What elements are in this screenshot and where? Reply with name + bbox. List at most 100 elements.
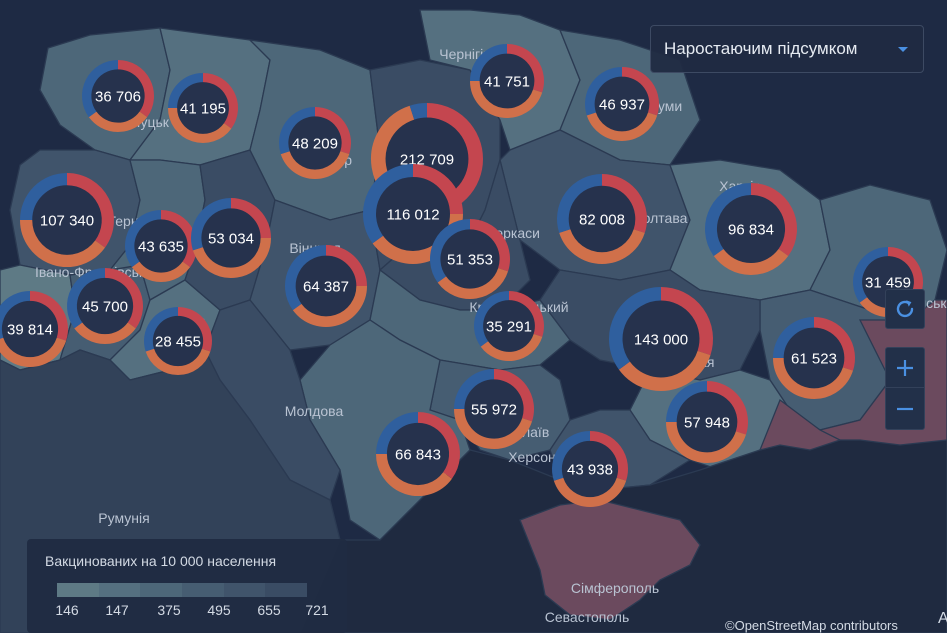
marker-value: 48 209 (292, 136, 338, 153)
marker-ring-segment (813, 317, 855, 371)
region-marker[interactable]: 41 195 (168, 73, 238, 143)
marker-ring-segment (586, 112, 658, 141)
marker-value: 116 012 (386, 207, 439, 224)
place-label: Чернігів (439, 46, 490, 62)
marker-value: 55 972 (471, 402, 517, 419)
zoom-in-button[interactable] (885, 347, 925, 387)
marker-center (1, 300, 59, 358)
marker-value: 39 814 (7, 322, 53, 339)
marker-ring-segment (506, 44, 544, 93)
legend-tick: 495 (207, 602, 231, 618)
marker-ring-segment (470, 80, 543, 118)
region-marker[interactable]: 41 751 (470, 44, 544, 118)
region-marker[interactable]: 61 523 (773, 317, 855, 399)
marker-ring-segment (117, 60, 154, 118)
place-label: Румунія (98, 510, 149, 526)
marker-ring-segment (454, 369, 495, 410)
marker-center (295, 255, 357, 317)
place-label: Херсон (508, 449, 556, 465)
marker-value: 96 834 (728, 222, 774, 239)
marker-ring-segment (0, 291, 31, 339)
legend-color-step (265, 583, 308, 597)
marker-value: 107 340 (40, 213, 94, 230)
marker-ring-segment (325, 245, 367, 287)
legend-color-step (57, 583, 99, 597)
region-marker[interactable]: 43 938 (552, 431, 628, 507)
marker-ring-segment (20, 173, 68, 221)
marker-center (386, 422, 450, 486)
marker-ring-segment (292, 285, 367, 327)
region-marker[interactable]: 28 455 (144, 307, 212, 375)
region-marker[interactable]: 53 034 (191, 198, 271, 278)
region-marker[interactable]: 46 937 (585, 67, 659, 141)
region-marker[interactable]: 45 700 (67, 268, 143, 344)
minus-icon (897, 407, 913, 410)
marker-ring-segment (202, 73, 238, 129)
marker-ring-segment (177, 307, 212, 352)
marker-center (200, 207, 262, 269)
marker-value: 41 195 (180, 101, 226, 118)
marker-ring-segment (82, 60, 119, 118)
region-marker[interactable]: 143 000 (609, 287, 713, 391)
region-marker[interactable]: 57 948 (666, 381, 748, 463)
marker-ring-segment (279, 107, 316, 155)
marker-center (287, 115, 343, 171)
map-attribution[interactable]: ©OpenStreetMap contributors (725, 618, 898, 633)
region-marker[interactable]: 39 814 (0, 291, 68, 367)
marker-ring-segment (705, 183, 752, 257)
marker-center (90, 68, 146, 124)
marker-ring-segment (125, 210, 162, 268)
marker-ring-segment (666, 381, 708, 423)
region-marker[interactable]: 66 843 (376, 412, 460, 496)
marker-ring-segment (853, 247, 889, 303)
marker-ring-segment (314, 107, 351, 155)
marker-value: 31 459 (865, 275, 911, 292)
period-dropdown[interactable]: Наростаючим підсумком (650, 25, 924, 73)
marker-ring-segment (773, 357, 853, 399)
marker-ring-segment (20, 219, 106, 267)
marker-ring-segment (67, 268, 106, 329)
caret-down-icon (898, 47, 908, 52)
plus-icon (897, 359, 913, 376)
region-marker[interactable]: 48 209 (279, 107, 351, 179)
region-marker[interactable]: 107 340 (20, 173, 114, 267)
legend-tick: 375 (157, 602, 181, 618)
marker-ring-segment (168, 73, 204, 109)
zoom-out-button[interactable] (885, 387, 925, 430)
region-marker[interactable]: 82 008 (557, 174, 647, 264)
marker-value: 57 948 (684, 415, 730, 432)
region-marker[interactable]: 43 635 (125, 210, 197, 282)
legend-color-step (140, 583, 183, 597)
marker-center (561, 440, 619, 498)
marker-value: 28 455 (155, 334, 201, 351)
marker-ring-segment (437, 267, 509, 299)
marker-center (676, 391, 738, 453)
region-marker[interactable]: 55 972 (454, 369, 534, 449)
marker-ring-segment (666, 421, 746, 463)
marker-ring-segment (493, 369, 534, 422)
marker-value: 43 635 (138, 239, 184, 256)
legend-color-step (182, 583, 224, 597)
refresh-button[interactable] (885, 289, 925, 329)
marker-ring-segment (601, 174, 647, 233)
legend-tick: 146 (55, 602, 79, 618)
marker-ring-segment (0, 337, 67, 367)
region-marker[interactable]: 35 291 (474, 291, 544, 361)
marker-ring-segment (88, 111, 148, 132)
marker-ring-segment (417, 412, 460, 479)
region-marker[interactable]: 64 387 (285, 245, 367, 327)
legend: Вакцинованих на 10 000 населення 146 147 3… (27, 539, 347, 633)
region-marker[interactable]: 96 834 (705, 183, 797, 275)
marker-ring-segment (412, 164, 463, 215)
legend-tick: 655 (257, 602, 281, 618)
region-marker[interactable]: 51 353 (430, 219, 510, 299)
region-marker[interactable]: 36 706 (82, 60, 154, 132)
marker-value: 41 751 (484, 74, 530, 91)
legend-tick: 721 (305, 602, 329, 618)
marker-ring-segment (508, 291, 544, 337)
marker-ring-segment (74, 322, 136, 344)
marker-value: 45 700 (82, 299, 128, 316)
marker-value: 61 523 (791, 351, 837, 368)
